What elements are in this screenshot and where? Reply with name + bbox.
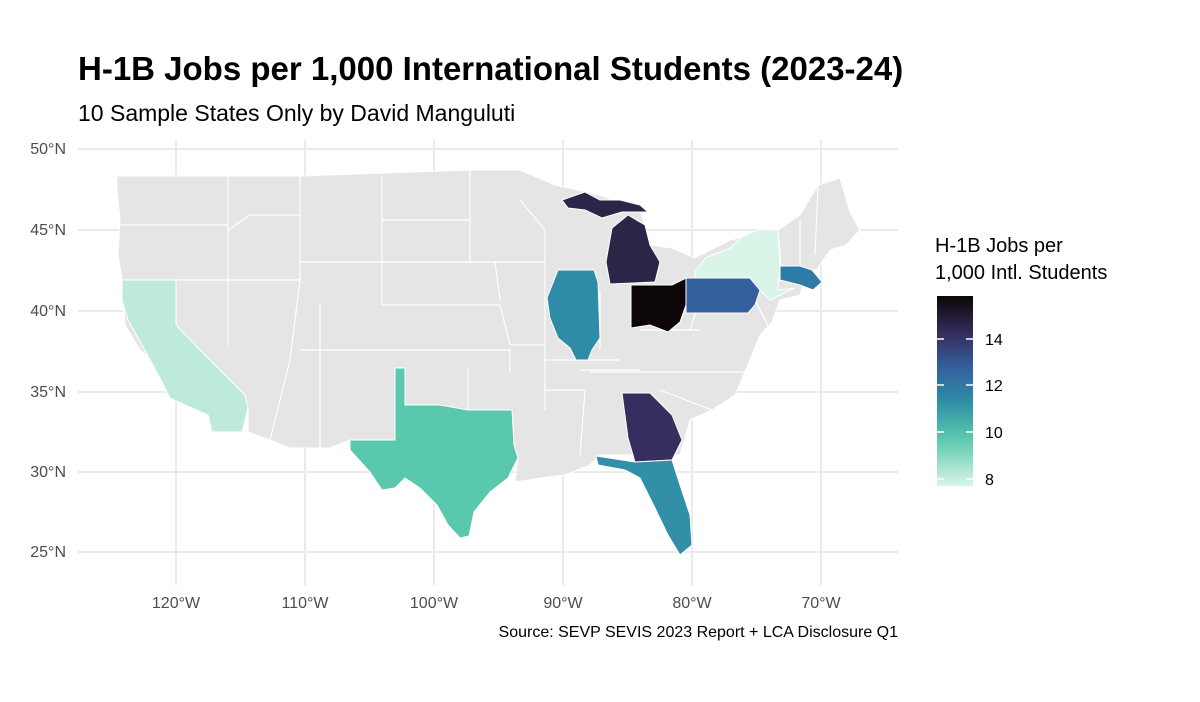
state-new-york[interactable]: [694, 229, 796, 301]
state-ohio[interactable]: [630, 277, 687, 333]
state-florida[interactable]: [595, 455, 693, 556]
legend-tick-8: 8: [985, 472, 994, 489]
legend: H-1B Jobs per 1,000 Intl. Students 14 12…: [935, 235, 1107, 489]
data-states: [121, 191, 823, 556]
legend-title-line1: H-1B Jobs per: [935, 235, 1063, 257]
lon-tick-90: 90°W: [543, 595, 583, 612]
chart-title: H-1B Jobs per 1,000 International Studen…: [78, 50, 904, 87]
lat-tick-45: 45°N: [30, 222, 66, 239]
state-massachusetts[interactable]: [779, 265, 823, 291]
lat-tick-30: 30°N: [30, 464, 66, 481]
chart-subtitle: 10 Sample States Only by David Manguluti: [78, 100, 516, 126]
legend-colorbar: [937, 296, 973, 486]
state-michigan-upper[interactable]: [561, 191, 650, 219]
state-georgia[interactable]: [621, 392, 683, 463]
lat-tick-50: 50°N: [30, 141, 66, 158]
legend-tick-14: 14: [985, 332, 1003, 349]
lon-tick-100: 100°W: [410, 595, 459, 612]
lat-tick-40: 40°N: [30, 303, 66, 320]
lat-tick-25: 25°N: [30, 544, 66, 561]
legend-title-line2: 1,000 Intl. Students: [935, 262, 1107, 284]
state-california[interactable]: [121, 279, 249, 433]
lon-tick-70: 70°W: [801, 595, 841, 612]
lon-tick-120: 120°W: [152, 595, 201, 612]
source-caption: Source: SEVP SEVIS 2023 Report + LCA Dis…: [499, 624, 899, 641]
lon-tick-80: 80°W: [672, 595, 712, 612]
lon-tick-110: 110°W: [281, 595, 329, 612]
lat-tick-35: 35°N: [30, 384, 66, 401]
lon-axis: 120°W 110°W 100°W 90°W 80°W 70°W: [152, 595, 842, 612]
state-michigan-lower[interactable]: [605, 214, 661, 285]
state-illinois[interactable]: [546, 269, 601, 361]
lat-axis: 50°N 45°N 40°N 35°N 30°N 25°N: [30, 141, 66, 561]
state-pennsylvania[interactable]: [685, 277, 761, 314]
state-texas[interactable]: [349, 367, 519, 539]
legend-tick-10: 10: [985, 425, 1003, 442]
legend-tick-12: 12: [985, 378, 1003, 395]
